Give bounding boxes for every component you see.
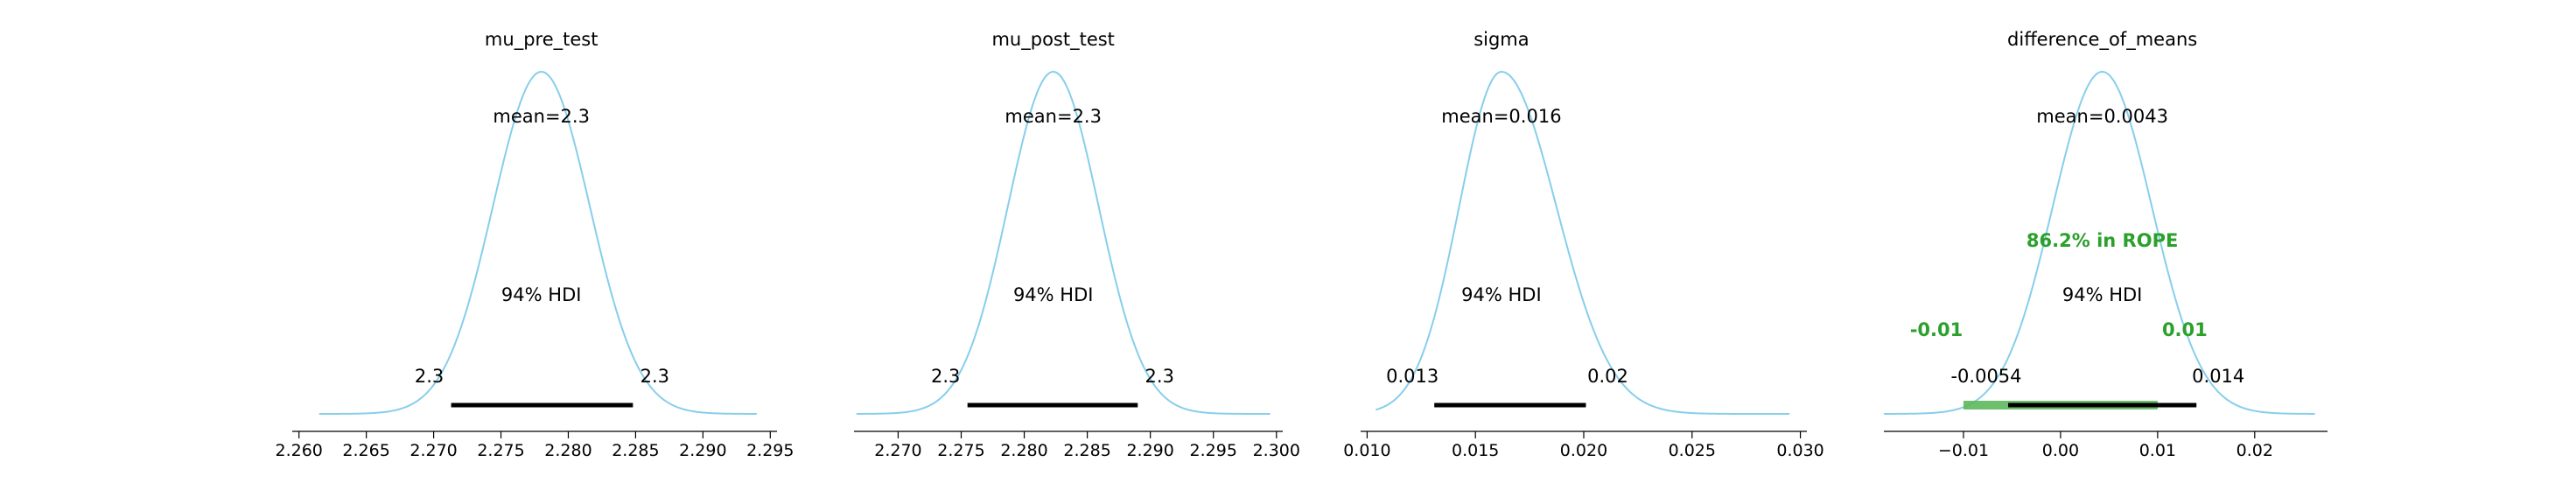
panel-2-x-tick-label: 2.280 [1000, 441, 1047, 460]
panel-3-hdi-high-label: 0.02 [1587, 366, 1628, 387]
panel-3-kde-line [1376, 70, 1790, 415]
panel-3-x-tick-label: 0.025 [1669, 441, 1716, 460]
panel-4-x-tick-label: 0.00 [2042, 441, 2079, 460]
panel-3-x-tick-label: 0.020 [1560, 441, 1607, 460]
panel-2-x-tick-label: 2.300 [1253, 441, 1300, 460]
panel-2-kde-line [856, 70, 1270, 415]
panel-2-x-tick-label: 2.285 [1063, 441, 1110, 460]
panel-3-x-tick-label: 0.015 [1452, 441, 1499, 460]
panel-4-x-tick-label: 0.01 [2139, 441, 2176, 460]
panel-2-hdi-label: 94% HDI [1013, 284, 1094, 305]
panel-1-x-tick-label: 2.295 [746, 441, 794, 460]
panel-4-rope-low-label: -0.01 [1910, 319, 1964, 340]
panel-1-x-tick-label: 2.265 [342, 441, 389, 460]
panel-4-rope-text: 86.2% in ROPE [2026, 230, 2178, 251]
panel-2-hdi-high-label: 2.3 [1145, 366, 1174, 387]
panel-1-kde-line [318, 70, 757, 415]
panel-1-x-tick-label: 2.270 [410, 441, 457, 460]
panel-4-title: difference_of_means [2007, 29, 2197, 51]
panel-4-hdi-high-label: 0.014 [2192, 366, 2244, 387]
panel-1-hdi-low-label: 2.3 [415, 366, 444, 387]
panel-3-hdi-label: 94% HDI [1461, 284, 1542, 305]
panel-4-kde-line [1883, 70, 2315, 415]
panel-1-hdi-high-label: 2.3 [640, 366, 669, 387]
panel-2-x-tick-label: 2.270 [874, 441, 921, 460]
panel-3-title: sigma [1474, 29, 1529, 50]
panel-4-rope-high-label: 0.01 [2162, 319, 2208, 340]
panel-3-x-tick-label: 0.010 [1343, 441, 1390, 460]
panel-1-mean-label: mean=2.3 [493, 106, 590, 127]
panel-1-title: mu_pre_test [485, 29, 598, 51]
panel-2-x-tick-label: 2.290 [1126, 441, 1173, 460]
panel-2-x-tick-label: 2.295 [1190, 441, 1237, 460]
panel-3-x-tick-label: 0.030 [1776, 441, 1824, 460]
panel-4-mean-label: mean=0.0043 [2036, 106, 2168, 127]
panel-3-mean-label: mean=0.016 [1441, 106, 1561, 127]
panel-2-hdi-low-label: 2.3 [931, 366, 960, 387]
panel-1-x-tick-label: 2.275 [477, 441, 524, 460]
panel-4-hdi-label: 94% HDI [2062, 284, 2143, 305]
panel-1-x-tick-label: 2.260 [275, 441, 322, 460]
panel-1-x-tick-label: 2.280 [544, 441, 592, 460]
panel-4-hdi-low-label: -0.0054 [1950, 366, 2021, 387]
panel-3-hdi-low-label: 0.013 [1386, 366, 1438, 387]
panel-1-hdi-label: 94% HDI [501, 284, 582, 305]
panel-4-x-tick-label: −0.01 [1938, 441, 1989, 460]
panel-2-title: mu_post_test [991, 29, 1114, 51]
panel-4-x-tick-label: 0.02 [2236, 441, 2273, 460]
panel-1-x-tick-label: 2.285 [612, 441, 659, 460]
panel-2-mean-label: mean=2.3 [1004, 106, 1102, 127]
panel-1-x-tick-label: 2.290 [679, 441, 726, 460]
panel-2-x-tick-label: 2.275 [937, 441, 984, 460]
